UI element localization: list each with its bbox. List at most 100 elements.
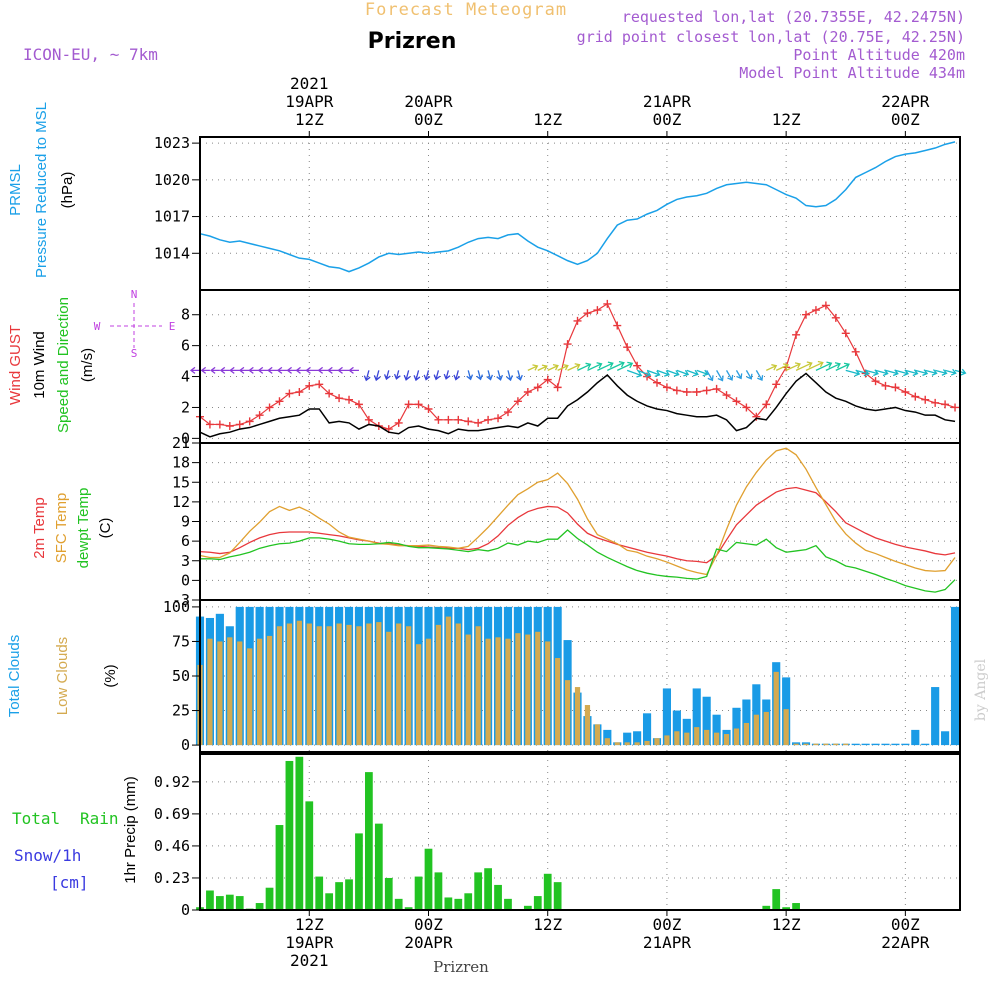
panel-label-pressure: Pressure Reduced to MSL: [33, 102, 50, 278]
low-cloud-bar: [674, 731, 680, 746]
precip-snow-label: Snow/1h: [14, 846, 81, 865]
temperature-ytick-label: 0: [181, 571, 190, 589]
gust-marker: [821, 301, 830, 310]
low-cloud-bar: [684, 732, 690, 746]
gust-marker: [235, 420, 244, 429]
gust-marker: [831, 313, 840, 322]
clouds-ytick-label: 100: [163, 598, 190, 616]
low-cloud-bar: [604, 738, 610, 746]
wind-direction-arrow: [944, 368, 957, 376]
gust-marker: [931, 398, 940, 407]
wind-arrow-shape: [496, 370, 504, 381]
gust-marker: [494, 414, 503, 423]
low-cloud-bar: [247, 648, 253, 746]
wind-direction-arrow: [383, 370, 391, 381]
rain-bar: [325, 893, 334, 910]
low-cloud-bar: [266, 635, 273, 746]
wind-arrow-shape: [189, 366, 200, 374]
wind-arrow-shape: [616, 361, 634, 371]
rain-bar: [394, 898, 403, 910]
gust-marker: [305, 381, 314, 390]
wind-arrow-shape: [944, 368, 957, 376]
gust-marker: [811, 306, 820, 315]
gust-marker: [335, 394, 344, 403]
wind-arrow-shape: [305, 366, 320, 374]
top-time-label: 00Z: [891, 110, 920, 129]
clouds-ytick-label: 50: [172, 667, 190, 685]
wind-direction-arrow: [516, 370, 523, 381]
gust-marker: [484, 415, 493, 424]
pressure-ytick-label: 1017: [154, 208, 190, 226]
low-cloud-bar: [495, 637, 501, 746]
gust-marker: [692, 388, 701, 396]
gust-marker: [345, 395, 354, 404]
low-cloud-bar: [624, 742, 630, 746]
wind-direction-arrow: [363, 370, 371, 382]
rain-bar: [792, 903, 800, 910]
low-cloud-bar: [823, 743, 829, 746]
rain-bar: [762, 905, 771, 910]
low-cloud-bar: [406, 626, 412, 746]
low-cloud-bar: [306, 623, 312, 746]
gust-marker: [792, 330, 801, 339]
wind-arrow-shape: [815, 361, 833, 371]
gust-marker: [523, 388, 532, 396]
wind-direction-arrow: [537, 364, 548, 371]
wind-arrow-shape: [547, 363, 559, 371]
top-title: Forecast Meteogram: [365, 0, 567, 20]
low-cloud-bar: [525, 634, 531, 746]
wind-arrow-shape: [200, 366, 210, 374]
wind-direction-arrow: [805, 360, 824, 371]
total-cloud-bar: [911, 729, 920, 746]
low-cloud-bar: [445, 616, 451, 746]
low-cloud-bar: [704, 729, 710, 746]
low-cloud-bar: [217, 641, 223, 746]
gust-marker: [762, 400, 771, 409]
wind-arrow-shape: [775, 363, 789, 371]
pressure-ytick-label: 1014: [154, 244, 190, 262]
low-cloud-bar: [455, 623, 461, 746]
temperature-ytick-label: -3: [172, 591, 190, 609]
wind-arrow-shape: [716, 370, 724, 382]
gust-marker: [722, 391, 731, 400]
wind-arrow-shape: [597, 361, 614, 371]
total-cloud-bar: [692, 688, 701, 746]
gust-marker: [732, 397, 741, 406]
wind-arrow-shape: [934, 369, 948, 376]
wind-panel-frame: [199, 289, 961, 444]
wind-direction-arrow: [775, 363, 789, 371]
wind-arrow-shape: [696, 369, 709, 377]
wind-direction-arrow: [393, 370, 401, 380]
wind-arrow-shape: [755, 370, 764, 382]
wind-arrow-shape: [516, 370, 523, 381]
low-cloud-bar: [286, 623, 293, 746]
wind-direction-arrow: [646, 369, 661, 377]
low-cloud-bar: [545, 641, 551, 746]
wind-direction-arrow: [443, 370, 451, 380]
rain-bar: [355, 833, 363, 910]
gust-marker: [573, 316, 582, 325]
gust-marker: [633, 361, 642, 370]
wind-direction-arrow: [373, 370, 381, 382]
wind-arrow-shape: [725, 370, 734, 381]
model-altitude: Model Point Altitude 434m: [739, 64, 965, 82]
wind-arrow-shape: [666, 369, 680, 377]
wind-direction-arrow: [636, 369, 652, 378]
rain-bar: [404, 907, 413, 910]
wind-direction-arrow: [735, 370, 743, 380]
low-cloud-bar: [594, 724, 600, 746]
gust-marker: [613, 321, 622, 330]
wind-arrow-shape: [486, 370, 494, 381]
temperature-ytick-label: 9: [181, 513, 190, 531]
wind-direction-arrow: [716, 370, 724, 382]
wind-direction-arrow: [686, 369, 699, 377]
bottom-time-label: 20APR: [404, 933, 453, 952]
rain-bar: [255, 903, 264, 910]
temperature-ytick-label: 6: [181, 532, 190, 550]
panel-label-pressure: (hPa): [59, 172, 76, 209]
wind-direction-arrow: [466, 370, 474, 381]
wind-direction-arrow: [925, 369, 938, 376]
low-cloud-bar: [227, 637, 233, 746]
gridpoint-coords: grid point closest lon,lat (20.75E, 42.2…: [577, 28, 965, 46]
wind-arrow-shape: [646, 369, 661, 377]
